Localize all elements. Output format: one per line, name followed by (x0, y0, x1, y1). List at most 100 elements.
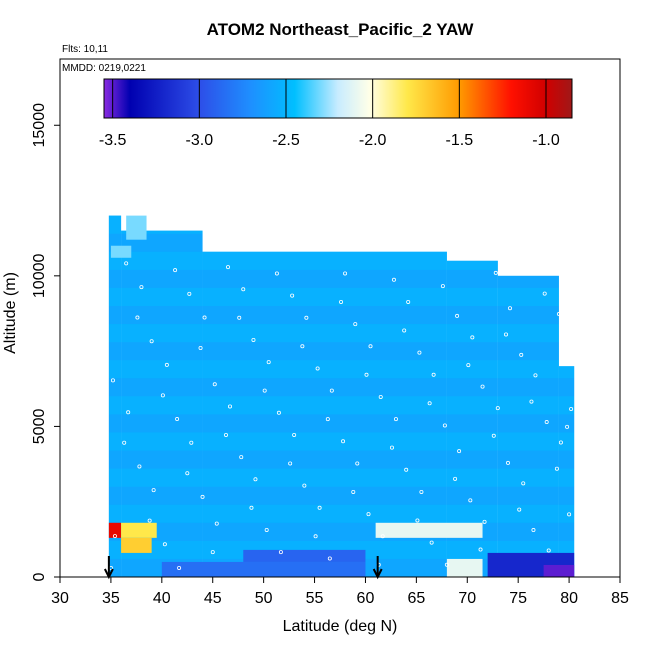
field-band (497, 468, 559, 487)
x-tick-label: 65 (407, 590, 425, 607)
field-feature (446, 558, 483, 577)
observation-marker (351, 489, 356, 494)
field-band (121, 486, 203, 505)
observation-marker (302, 483, 307, 488)
observation-marker (519, 352, 524, 357)
field-band (497, 414, 559, 433)
observation-marker (542, 291, 547, 296)
down-arrow-icon (103, 556, 114, 580)
down-arrow-icon (372, 556, 383, 580)
observation-marker (466, 363, 471, 368)
field-band (108, 486, 122, 505)
observation-marker (480, 384, 485, 389)
field-band (202, 342, 447, 361)
x-tick-label: 35 (102, 590, 120, 607)
field-band (446, 378, 498, 397)
observation-marker (567, 512, 572, 517)
observation-marker (378, 394, 383, 399)
observation-marker (112, 534, 117, 539)
observation-marker (353, 322, 358, 327)
field-band (202, 287, 447, 306)
observation-marker (137, 464, 142, 469)
field-band (108, 414, 122, 433)
observation-marker (468, 498, 473, 503)
observation-marker (202, 315, 207, 320)
observation-markers (108, 261, 574, 570)
observation-marker (544, 420, 549, 425)
observation-marker (251, 337, 256, 342)
field-band (121, 450, 203, 469)
field-band (121, 504, 203, 523)
plot-frame (59, 58, 621, 578)
y-tick-label: 5000 (31, 409, 48, 445)
field-band (202, 269, 447, 288)
field-band (202, 468, 447, 487)
colorbar-tick-label: -1.0 (532, 132, 560, 149)
chart-title: ATOM2 Northeast_Pacific_2 YAW (207, 20, 475, 39)
field-band (202, 324, 447, 343)
observation-marker (343, 271, 348, 276)
observation-marker (529, 399, 534, 404)
observation-marker (565, 424, 570, 429)
field-band (121, 287, 203, 306)
field-band (446, 486, 498, 505)
observation-marker (554, 466, 559, 471)
observation-marker (429, 540, 434, 545)
observation-marker (135, 315, 140, 320)
field-band (558, 378, 575, 397)
field-band (497, 522, 559, 541)
x-axis: 30 35 40 45 50 55 60 65 70 75 80 85 (51, 577, 629, 607)
field-band (121, 378, 203, 397)
observation-marker (147, 518, 152, 523)
observation-marker (419, 489, 424, 494)
field-band (108, 215, 122, 234)
profile-arrows (103, 556, 383, 580)
colorbar-tick-label: -2.0 (359, 132, 387, 149)
observation-marker (313, 534, 318, 539)
field-band (108, 360, 122, 379)
field-band (202, 450, 447, 469)
field-band (202, 414, 447, 433)
observation-marker (368, 344, 373, 349)
observation-marker (366, 512, 371, 517)
x-tick-label: 30 (51, 590, 69, 607)
observation-marker (124, 261, 129, 266)
observation-marker (292, 432, 297, 437)
field-band (497, 504, 559, 523)
colorbar: -3.5 -3.0 -2.5 -2.0 -1.5 -1.0 (99, 78, 573, 149)
observation-marker (225, 265, 230, 270)
observation-marker (241, 287, 246, 292)
field-band (558, 366, 575, 379)
observation-marker (482, 519, 487, 524)
y-tick-label: 10000 (31, 253, 48, 298)
observation-marker (274, 271, 279, 276)
x-tick-label: 60 (357, 590, 375, 607)
field-band (446, 305, 498, 325)
observation-marker (175, 417, 180, 422)
observation-marker (533, 373, 538, 378)
field-band (446, 450, 498, 469)
field-band (108, 342, 122, 361)
observation-marker (569, 407, 574, 412)
field-band (446, 260, 498, 270)
field-band (121, 230, 203, 234)
field-band (108, 432, 122, 451)
x-axis-title: Latitude (deg N) (283, 618, 398, 635)
field-band (121, 468, 203, 487)
x-tick-label: 55 (306, 590, 324, 607)
observation-marker (276, 410, 281, 415)
field-band (497, 432, 559, 451)
observation-marker (278, 550, 283, 555)
field-band (446, 360, 498, 379)
field-band (446, 269, 498, 288)
y-axis-title: Altitude (m) (2, 272, 19, 354)
observation-marker (317, 505, 322, 510)
x-tick-label: 80 (560, 590, 578, 607)
observation-marker (355, 461, 360, 466)
observation-marker (427, 401, 432, 406)
field-band (108, 540, 122, 559)
field-band (446, 504, 498, 523)
observation-marker (223, 432, 228, 437)
x-tick-label: 85 (611, 590, 629, 607)
